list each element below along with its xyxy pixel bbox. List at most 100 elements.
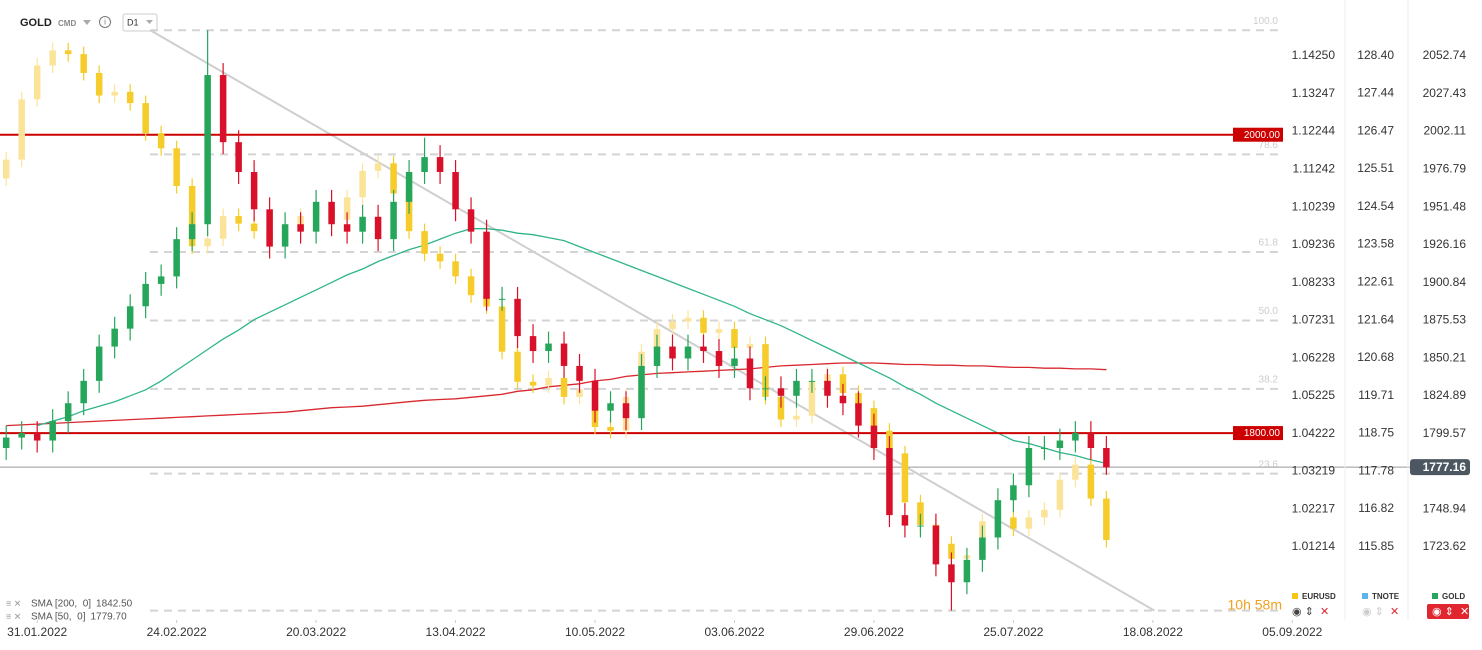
candle-body — [901, 453, 909, 503]
candle-body — [684, 317, 692, 322]
candle-body — [49, 50, 56, 66]
candle-body — [917, 525, 924, 527]
eurusd-tick-label: 1.03219 — [1292, 464, 1336, 478]
x-tick-label: 29.06.2022 — [844, 625, 904, 639]
legend-controls[interactable]: ◉ ⇕ — [1432, 606, 1454, 618]
fib-label: 23.6 — [1259, 459, 1279, 470]
tnote-tick-label: 117.78 — [1358, 464, 1394, 478]
candle-body — [793, 380, 800, 396]
candle-body — [948, 543, 955, 559]
candle-body — [390, 201, 397, 240]
fib-label: 100.0 — [1253, 16, 1278, 27]
fib-label: 50.0 — [1259, 306, 1279, 317]
candle-body — [545, 343, 552, 352]
x-tick-label: 18.08.2022 — [1123, 625, 1183, 639]
eurusd-tick-label: 1.08233 — [1292, 275, 1336, 289]
candle-body — [824, 380, 831, 396]
candle-body — [297, 224, 304, 232]
interval-dropdown[interactable] — [146, 20, 153, 24]
candle-body — [762, 388, 769, 390]
gold-tick-label: 1748.94 — [1423, 501, 1467, 515]
market: CMD — [58, 19, 76, 28]
candle-body — [638, 365, 645, 419]
legend-swatch — [1362, 593, 1368, 599]
candle-body — [762, 344, 769, 397]
symbol[interactable]: GOLD — [20, 17, 52, 29]
candle-body — [731, 358, 738, 366]
sma-legend-value: 1779.70 — [90, 612, 127, 623]
candle-body — [157, 276, 165, 284]
candle-body — [498, 306, 506, 352]
legend-remove[interactable]: ✕ — [1320, 606, 1329, 618]
gold-tick-label: 1900.84 — [1423, 275, 1467, 289]
info-icon[interactable] — [99, 16, 111, 28]
level-label: 2000.00 — [1244, 130, 1281, 141]
candle-body — [359, 170, 366, 198]
candle-body — [405, 172, 413, 202]
candle-body — [715, 329, 723, 333]
symbol-dropdown[interactable] — [83, 20, 91, 25]
candle-body — [374, 216, 382, 240]
fib-label: 61.8 — [1259, 238, 1279, 249]
candle-body — [932, 525, 940, 565]
info-glyph: i — [104, 18, 106, 27]
gold-tick-label: 2002.11 — [1424, 124, 1467, 138]
gold-tick-label: 1926.16 — [1423, 237, 1467, 251]
legend-icon: ≡ ✕ — [6, 611, 21, 621]
candle-body — [839, 395, 847, 404]
tnote-tick-label: 115.85 — [1358, 539, 1394, 553]
eurusd-tick-label: 1.02217 — [1292, 501, 1336, 515]
eurusd-tick-label: 1.04222 — [1292, 426, 1336, 440]
gold-tick-label: 1951.48 — [1423, 199, 1467, 213]
legend-controls[interactable]: ◉ ⇕ — [1292, 606, 1314, 618]
candle-body — [901, 515, 909, 526]
x-tick-label: 05.09.2022 — [1262, 625, 1322, 639]
candle-body — [157, 133, 165, 149]
candle-body — [235, 216, 242, 224]
fib-label: 78.6 — [1259, 140, 1279, 151]
candle-body — [622, 403, 630, 419]
candle-body — [421, 157, 428, 173]
candle-body — [64, 50, 72, 55]
candle-body — [328, 201, 335, 225]
x-tick-label: 25.07.2022 — [983, 625, 1043, 639]
candle-body — [80, 54, 87, 73]
candle-body — [2, 159, 10, 179]
legend-controls[interactable]: ◉ ⇕ — [1362, 606, 1384, 618]
candle-body — [1025, 447, 1033, 486]
candle-body — [1103, 447, 1110, 468]
last-price-tag — [1410, 459, 1470, 476]
candle-body — [18, 433, 25, 438]
candle-body — [436, 253, 444, 262]
candle-body — [219, 75, 227, 143]
candle-body — [33, 433, 41, 441]
candle-body — [18, 99, 25, 160]
candle-body — [653, 346, 661, 366]
candle-body — [777, 396, 785, 420]
candle-body — [1056, 479, 1064, 510]
candle-body — [374, 163, 382, 171]
legend-swatch — [1292, 593, 1298, 599]
legend-icon: ≡ ✕ — [6, 598, 21, 608]
candle-body — [142, 283, 149, 307]
gold-tick-label: 2027.43 — [1423, 86, 1467, 100]
candle-body — [452, 172, 459, 210]
eurusd-tick-label: 1.06228 — [1292, 350, 1336, 364]
candle-body — [963, 559, 971, 583]
candle-body — [700, 317, 707, 333]
x-tick-label: 10.05.2022 — [565, 625, 625, 639]
candle-body — [250, 172, 258, 210]
sma-legend-name: SMA [50, 0] — [31, 612, 86, 623]
candle-body — [576, 365, 583, 381]
candle-body — [235, 142, 242, 173]
legend-swatch — [1432, 593, 1438, 599]
legend-remove[interactable]: ✕ — [1390, 606, 1399, 618]
tnote-tick-label: 119.71 — [1358, 388, 1394, 402]
candle-body — [1010, 485, 1017, 501]
candle-body — [979, 537, 986, 560]
legend-remove[interactable]: ✕ — [1460, 606, 1469, 618]
candle-body — [498, 298, 506, 300]
candle-body — [514, 351, 521, 382]
candle-body — [95, 72, 103, 96]
interval-box[interactable] — [122, 13, 158, 32]
